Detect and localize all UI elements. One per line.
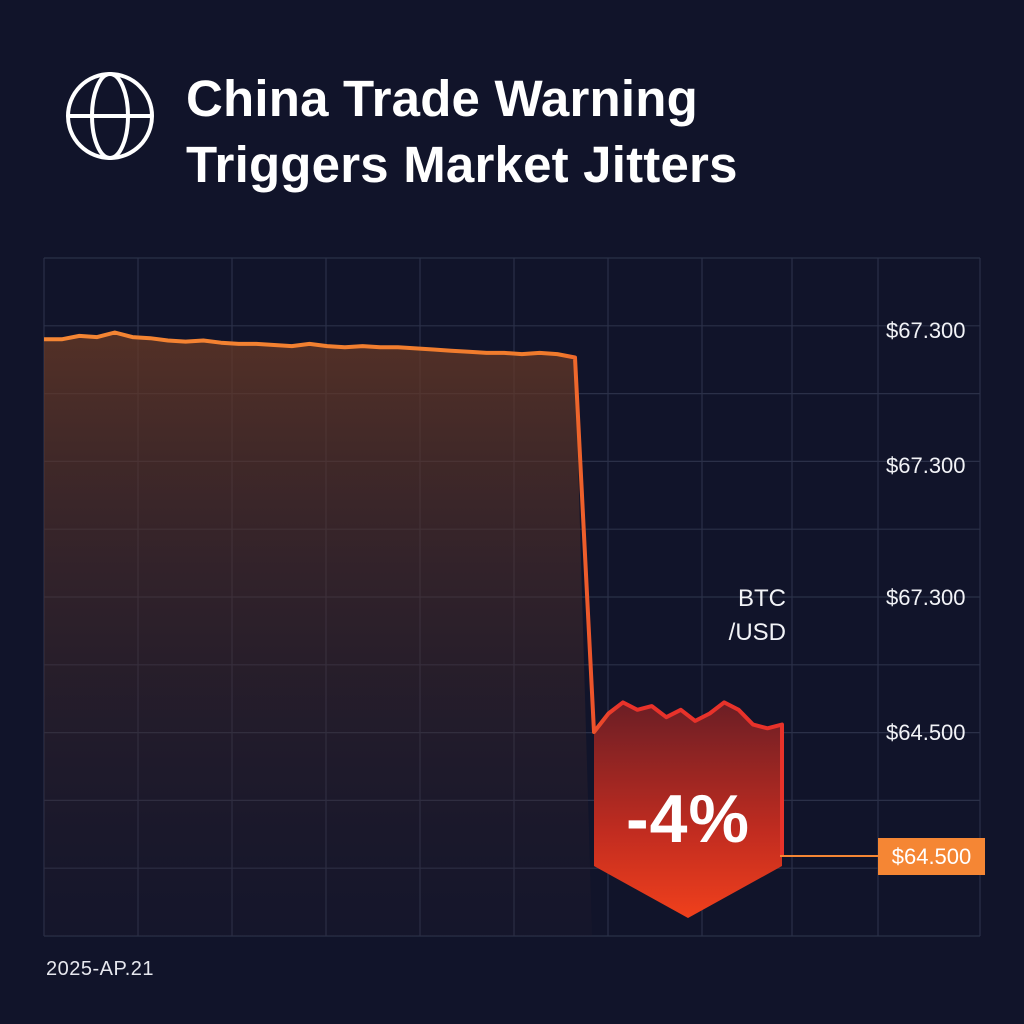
y-tick-label: $67.300 (886, 453, 966, 478)
pair-label-line-1: BTC (738, 585, 786, 612)
page-title: China Trade Warning Triggers Market Jitt… (186, 66, 738, 198)
headline: China Trade Warning Triggers Market Jitt… (64, 66, 738, 198)
globe-icon (66, 72, 154, 160)
footer-date: 2025-AP.21 (46, 958, 155, 980)
change-percent-label: -4% (626, 781, 750, 857)
pair-label-line-2: /USD (728, 619, 786, 646)
area-fill-before (44, 332, 592, 936)
y-tick-label: $67.300 (886, 318, 966, 343)
area-fill-after (594, 702, 782, 918)
title-line-1: China Trade Warning (186, 70, 698, 127)
y-tick-label: $64.500 (886, 720, 966, 745)
y-tick-label: $67.300 (886, 585, 966, 610)
pair-label: BTC /USD (729, 582, 786, 650)
price-line (44, 330, 784, 856)
title-line-2: Triggers Market Jitters (186, 136, 738, 193)
current-price-tag: $64.500 (878, 838, 985, 875)
